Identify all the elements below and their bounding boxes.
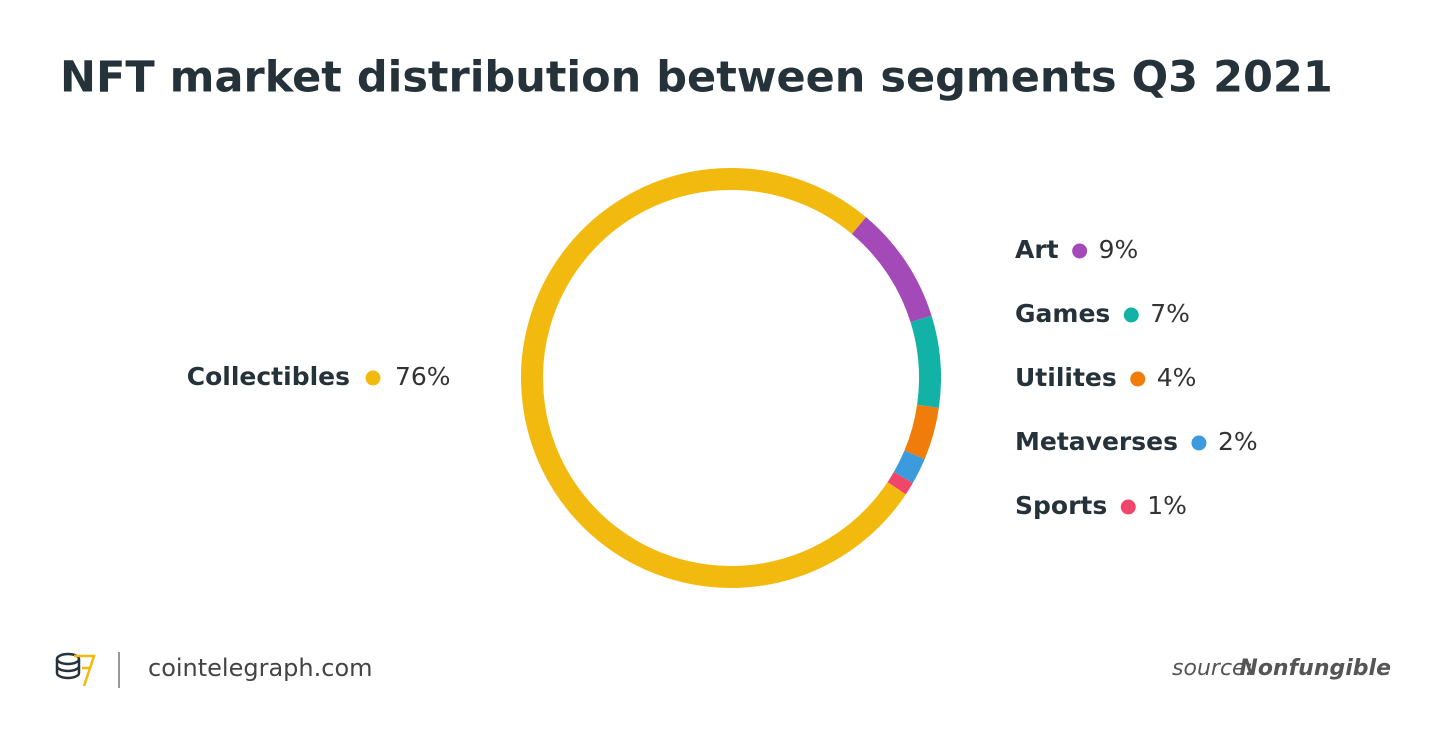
value-label: 4% (1157, 363, 1197, 392)
donut-slice (851, 217, 932, 323)
value-label: 76% (395, 362, 451, 391)
legend-dot (1120, 499, 1136, 515)
value-label: 1% (1147, 491, 1187, 520)
legend-label: Metaverses (1015, 427, 1178, 456)
site: cointelegraph.com (148, 654, 373, 682)
legend-label: Sports (1015, 491, 1107, 520)
legend-dot (1123, 307, 1139, 323)
value-label: 2% (1218, 427, 1258, 456)
logo (55, 652, 120, 688)
donut-slice (887, 471, 913, 495)
donut-slice (521, 168, 906, 588)
legend-label: Art (1015, 235, 1059, 264)
legend-dot (1191, 435, 1207, 451)
donut-slice (910, 315, 941, 408)
source: Nonfungible (1239, 656, 1391, 681)
donut-slice (893, 450, 925, 483)
donut-slice (904, 404, 939, 460)
legend-dot (1072, 243, 1088, 259)
value-label: 7% (1150, 299, 1190, 328)
legend-label: Utilites (1015, 363, 1117, 392)
legend-label: Collectibles (187, 362, 350, 391)
legend-dot (1130, 371, 1146, 387)
source-label: source: (1172, 656, 1253, 681)
chart-title: NFT market distribution between segments… (60, 53, 1333, 103)
legend-label: Games (1015, 299, 1110, 328)
legend-dot (365, 370, 381, 386)
value-label: 9% (1099, 235, 1139, 264)
